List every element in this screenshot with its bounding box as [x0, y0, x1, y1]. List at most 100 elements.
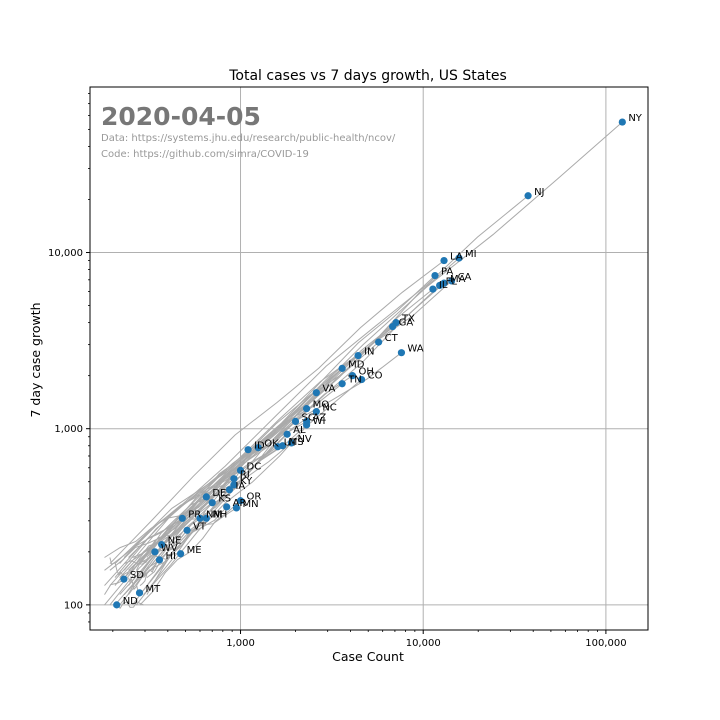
- state-label: MS: [289, 437, 304, 448]
- state-label: OH: [358, 367, 373, 378]
- state-label: VT: [193, 521, 207, 532]
- state-label: KS: [218, 494, 231, 505]
- y-tick-label: 1,000: [54, 424, 83, 435]
- data-point: [436, 281, 444, 290]
- trail-line: [146, 470, 241, 595]
- data-point: [223, 503, 231, 511]
- state-label: NE: [168, 536, 182, 547]
- state-label: NM: [206, 509, 222, 520]
- state-label: NC: [322, 403, 336, 414]
- data-point: [208, 499, 216, 507]
- point-layer: [113, 118, 626, 609]
- state-label: MD: [348, 359, 365, 370]
- state-label: AL: [293, 425, 306, 436]
- state-label: WI: [313, 416, 326, 427]
- data-point: [357, 375, 366, 384]
- state-label: CO: [368, 371, 383, 382]
- data-point: [354, 351, 362, 360]
- state-label: AZ: [313, 412, 327, 423]
- state-label: IL: [439, 280, 448, 291]
- data-point: [447, 277, 456, 285]
- data-point: [303, 421, 311, 429]
- data-point: [244, 446, 252, 454]
- data-point: [178, 514, 186, 522]
- state-label: KY: [240, 476, 253, 487]
- trail-line: [123, 195, 529, 571]
- data-source-text: Data: https://systems.jhu.edu/research/p…: [101, 133, 396, 144]
- state-label: DE: [212, 488, 226, 499]
- grid-layer: [90, 87, 648, 630]
- x-tick-label: 10,000: [406, 638, 441, 649]
- trail-line: [146, 517, 207, 578]
- x-tick-label: 1,000: [226, 638, 255, 649]
- chart-title: Total cases vs 7 days growth, US States: [228, 68, 507, 84]
- data-point: [440, 256, 448, 265]
- data-point: [113, 601, 121, 609]
- data-point: [225, 486, 234, 494]
- state-label: NV: [297, 434, 311, 445]
- data-point: [236, 466, 245, 474]
- trail-line: [143, 280, 452, 558]
- state-label: IN: [364, 347, 374, 358]
- trail-line: [116, 601, 144, 609]
- state-label: WA: [407, 344, 423, 355]
- data-point: [158, 540, 166, 549]
- state-label: CA: [458, 272, 472, 283]
- data-point: [375, 338, 383, 346]
- data-point: [135, 589, 144, 597]
- data-point: [196, 514, 204, 522]
- data-point: [254, 444, 262, 452]
- trail-line: [114, 517, 183, 586]
- y-tick-label: 100: [64, 600, 83, 611]
- trail-line: [104, 551, 156, 595]
- state-label: TX: [401, 314, 415, 325]
- data-point: [230, 481, 238, 489]
- trail-line: [109, 442, 292, 586]
- data-point: [397, 349, 406, 357]
- state-label: FL: [446, 276, 458, 287]
- data-point: [230, 475, 238, 483]
- y-axis-ticks: 100 1,000 10,000: [48, 93, 90, 623]
- data-point: [389, 322, 397, 331]
- state-label: ME: [187, 545, 202, 556]
- state-label: SD: [130, 570, 144, 581]
- x-axis-ticks: 1,000 10,000 100,000: [112, 630, 627, 649]
- trail-line: [104, 420, 307, 571]
- state-label: MA: [450, 274, 466, 285]
- trail-line: [114, 282, 445, 578]
- state-label: MI: [465, 249, 477, 260]
- trail-line: [139, 558, 160, 586]
- state-label: MN: [242, 499, 258, 510]
- state-label: NJ: [534, 187, 544, 198]
- data-point: [348, 372, 357, 380]
- x-axis-label: Case Count: [332, 649, 404, 664]
- trail-line: [128, 506, 228, 595]
- state-label: ID: [254, 441, 265, 452]
- plot-frame: [89, 86, 649, 631]
- state-label: NH: [212, 509, 227, 520]
- data-point: [431, 271, 439, 280]
- x-tick-label: 100,000: [585, 638, 626, 649]
- state-label: MT: [146, 584, 162, 595]
- data-point: [283, 430, 291, 438]
- state-label: CT: [385, 333, 399, 344]
- data-point: [287, 439, 296, 447]
- state-label: PR: [188, 509, 201, 520]
- state-label: VA: [322, 384, 335, 395]
- data-point: [183, 526, 191, 534]
- state-label: MO: [313, 400, 330, 411]
- state-label: ND: [123, 596, 138, 607]
- data-point: [274, 443, 282, 451]
- data-point: [618, 118, 626, 126]
- state-label: HI: [165, 551, 175, 562]
- state-label: DC: [247, 461, 262, 472]
- data-point: [236, 497, 245, 505]
- state-label: TN: [347, 375, 362, 386]
- data-point: [202, 493, 210, 501]
- trail-line: [109, 260, 445, 564]
- state-label: OR: [247, 492, 262, 503]
- trail-line: [146, 408, 307, 558]
- state-label: GA: [399, 318, 414, 329]
